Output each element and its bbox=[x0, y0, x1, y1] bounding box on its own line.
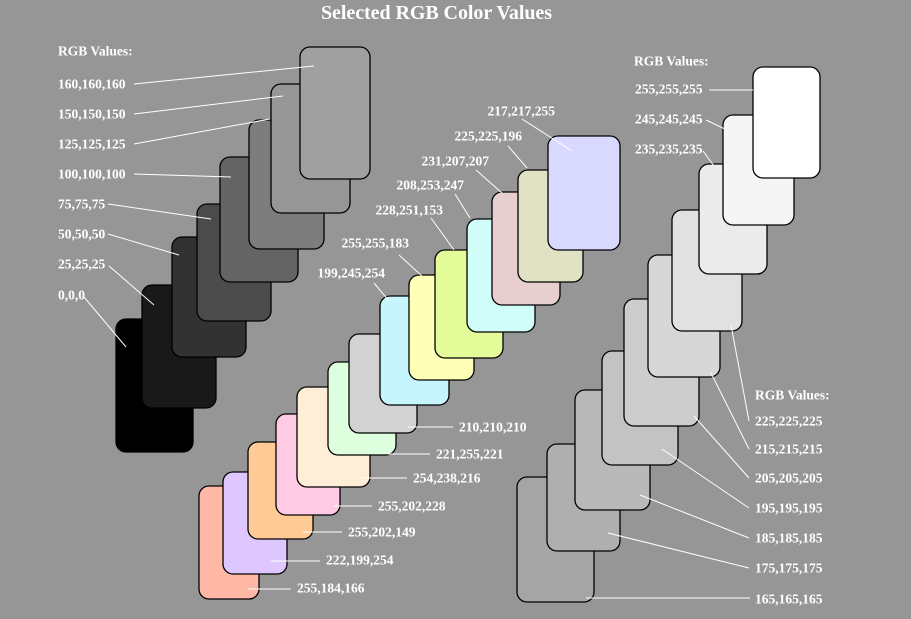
svg-text:165,165,165: 165,165,165 bbox=[755, 592, 823, 607]
svg-text:221,255,221: 221,255,221 bbox=[436, 447, 504, 462]
svg-text:160,160,160: 160,160,160 bbox=[58, 77, 126, 92]
svg-text:185,185,185: 185,185,185 bbox=[755, 531, 823, 546]
svg-text:255,184,166: 255,184,166 bbox=[297, 581, 365, 596]
svg-text:222,199,254: 222,199,254 bbox=[326, 553, 394, 568]
svg-text:205,205,205: 205,205,205 bbox=[755, 471, 823, 486]
svg-text:175,175,175: 175,175,175 bbox=[755, 561, 823, 576]
svg-text:75,75,75: 75,75,75 bbox=[58, 197, 106, 212]
svg-text:RGB Values:: RGB Values: bbox=[58, 44, 133, 59]
svg-text:RGB Values:: RGB Values: bbox=[755, 388, 830, 403]
svg-text:150,150,150: 150,150,150 bbox=[58, 107, 126, 122]
svg-text:RGB Values:: RGB Values: bbox=[634, 54, 709, 69]
svg-text:Selected RGB Color Values: Selected RGB Color Values bbox=[321, 2, 552, 24]
svg-text:255,202,228: 255,202,228 bbox=[378, 499, 446, 514]
svg-text:235,235,235: 235,235,235 bbox=[635, 142, 703, 157]
svg-text:208,253,247: 208,253,247 bbox=[397, 178, 465, 193]
svg-text:195,195,195: 195,195,195 bbox=[755, 501, 823, 516]
svg-text:228,251,153: 228,251,153 bbox=[376, 203, 444, 218]
svg-text:255,255,183: 255,255,183 bbox=[342, 236, 410, 251]
svg-text:245,245,245: 245,245,245 bbox=[635, 112, 703, 127]
svg-text:254,238,216: 254,238,216 bbox=[413, 471, 481, 486]
svg-text:231,207,207: 231,207,207 bbox=[422, 154, 490, 169]
svg-text:199,245,254: 199,245,254 bbox=[318, 266, 386, 281]
svg-text:217,217,255: 217,217,255 bbox=[488, 104, 556, 119]
svg-text:100,100,100: 100,100,100 bbox=[58, 167, 126, 182]
svg-text:50,50,50: 50,50,50 bbox=[58, 227, 106, 242]
svg-text:210,210,210: 210,210,210 bbox=[459, 420, 527, 435]
svg-text:215,215,215: 215,215,215 bbox=[755, 442, 823, 457]
svg-text:0,0,0: 0,0,0 bbox=[58, 288, 85, 303]
svg-text:255,255,255: 255,255,255 bbox=[635, 82, 703, 97]
svg-text:25,25,25: 25,25,25 bbox=[58, 257, 106, 272]
svg-text:225,225,196: 225,225,196 bbox=[455, 129, 523, 144]
svg-text:255,202,149: 255,202,149 bbox=[348, 525, 416, 540]
svg-text:225,225,225: 225,225,225 bbox=[755, 414, 823, 429]
svg-text:125,125,125: 125,125,125 bbox=[58, 137, 126, 152]
